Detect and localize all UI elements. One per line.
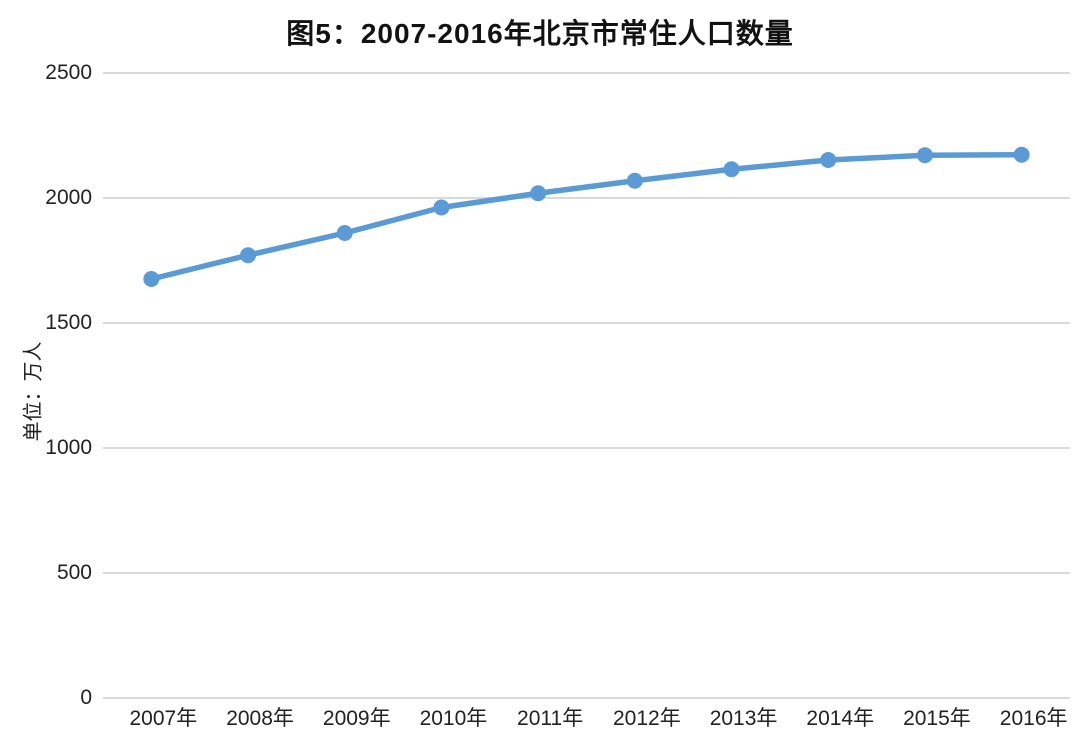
x-axis-tick-label: 2008年 <box>226 707 294 730</box>
data-point-marker <box>626 172 643 189</box>
data-point-marker <box>433 199 450 216</box>
x-axis-tick-label: 2010年 <box>419 707 488 730</box>
population-line <box>148 152 1025 282</box>
data-point-marker <box>820 152 837 168</box>
data-point-marker <box>530 185 547 202</box>
data-point-marker <box>1013 146 1030 163</box>
y-axis-tick-label: 2500 <box>45 61 92 84</box>
plot-area <box>103 72 1070 699</box>
y-axis-tick-label: 0 <box>80 686 92 709</box>
y-axis-title: 单位：万人 <box>22 341 45 442</box>
data-point-marker <box>723 161 740 178</box>
x-axis-tick-label: 2011年 <box>517 707 584 730</box>
x-axis-tick-label: 2014年 <box>806 707 875 730</box>
x-axis-tick-label: 2007年 <box>129 707 198 730</box>
data-point-marker <box>336 225 353 241</box>
x-axis-tick-label: 2012年 <box>612 707 681 730</box>
y-axis-tick-label: 500 <box>56 561 92 584</box>
x-axis-tick-label: 2016年 <box>999 707 1068 730</box>
data-point-marker <box>916 147 933 164</box>
data-point-marker <box>143 271 160 287</box>
x-axis-tick-label: 2013年 <box>709 707 778 730</box>
data-point-marker <box>240 247 257 264</box>
x-axis-tick-label: 2009年 <box>322 707 391 730</box>
x-axis-tick-label: 2015年 <box>903 707 971 730</box>
chart-title: 图5：2007-2016年北京市常住人口数量 <box>286 18 794 49</box>
y-axis-tick-label: 2000 <box>45 186 92 209</box>
